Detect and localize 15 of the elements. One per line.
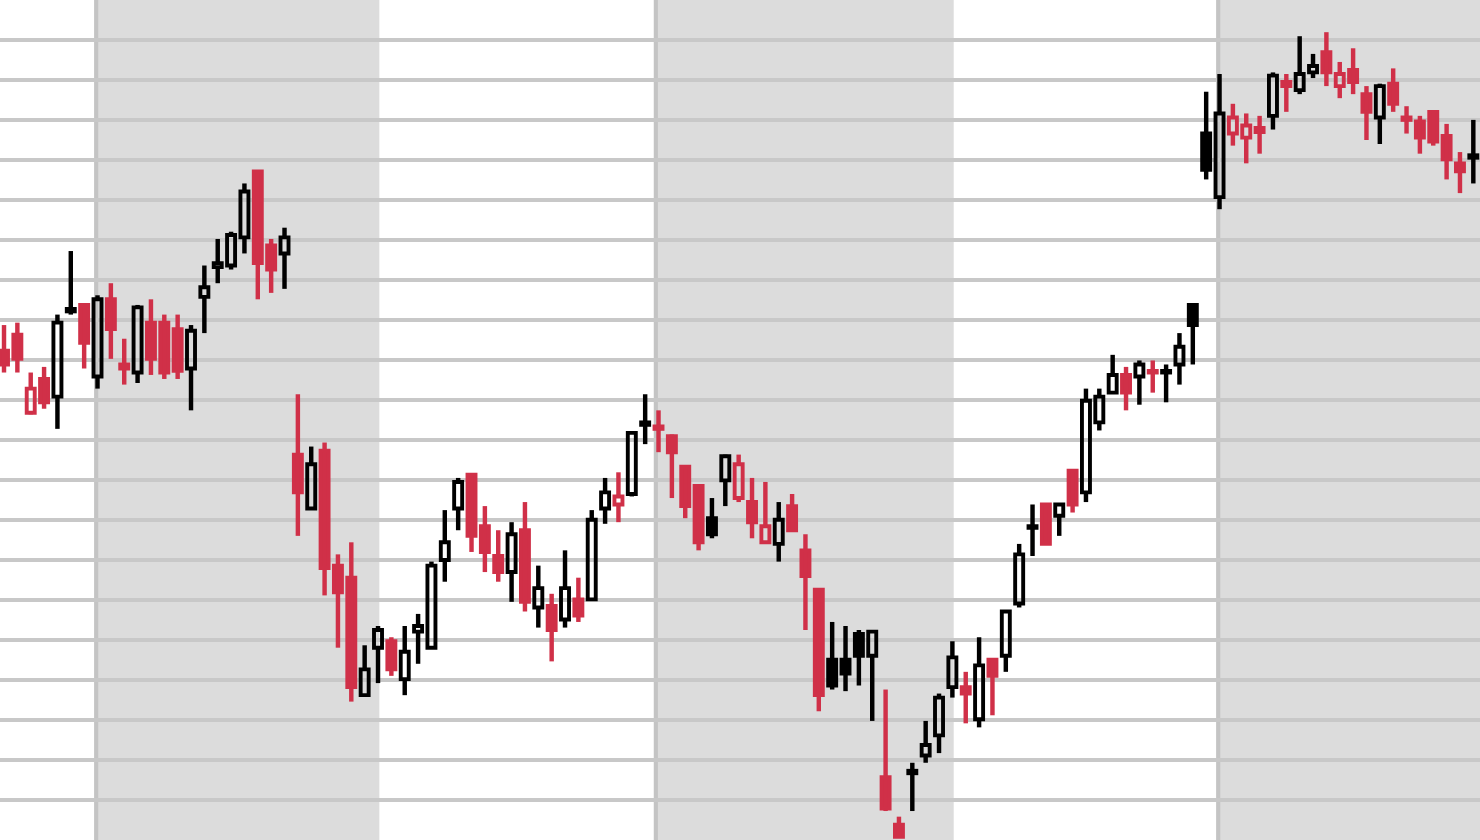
candlestick: [946, 639, 959, 700]
candlestick: [505, 519, 518, 605]
candlestick: [1467, 117, 1480, 186]
candlestick: [639, 392, 652, 447]
candlestick: [438, 507, 451, 584]
candlestick: [1173, 330, 1186, 387]
candlestick: [198, 263, 211, 336]
candlestick: [652, 408, 665, 455]
candlestick: [1026, 502, 1039, 559]
candlestick: [612, 470, 625, 525]
candlestick: [532, 563, 545, 630]
candlestick: [799, 532, 812, 633]
candlestick: [545, 591, 558, 664]
candlestick: [919, 718, 932, 765]
candlestick: [291, 392, 304, 539]
